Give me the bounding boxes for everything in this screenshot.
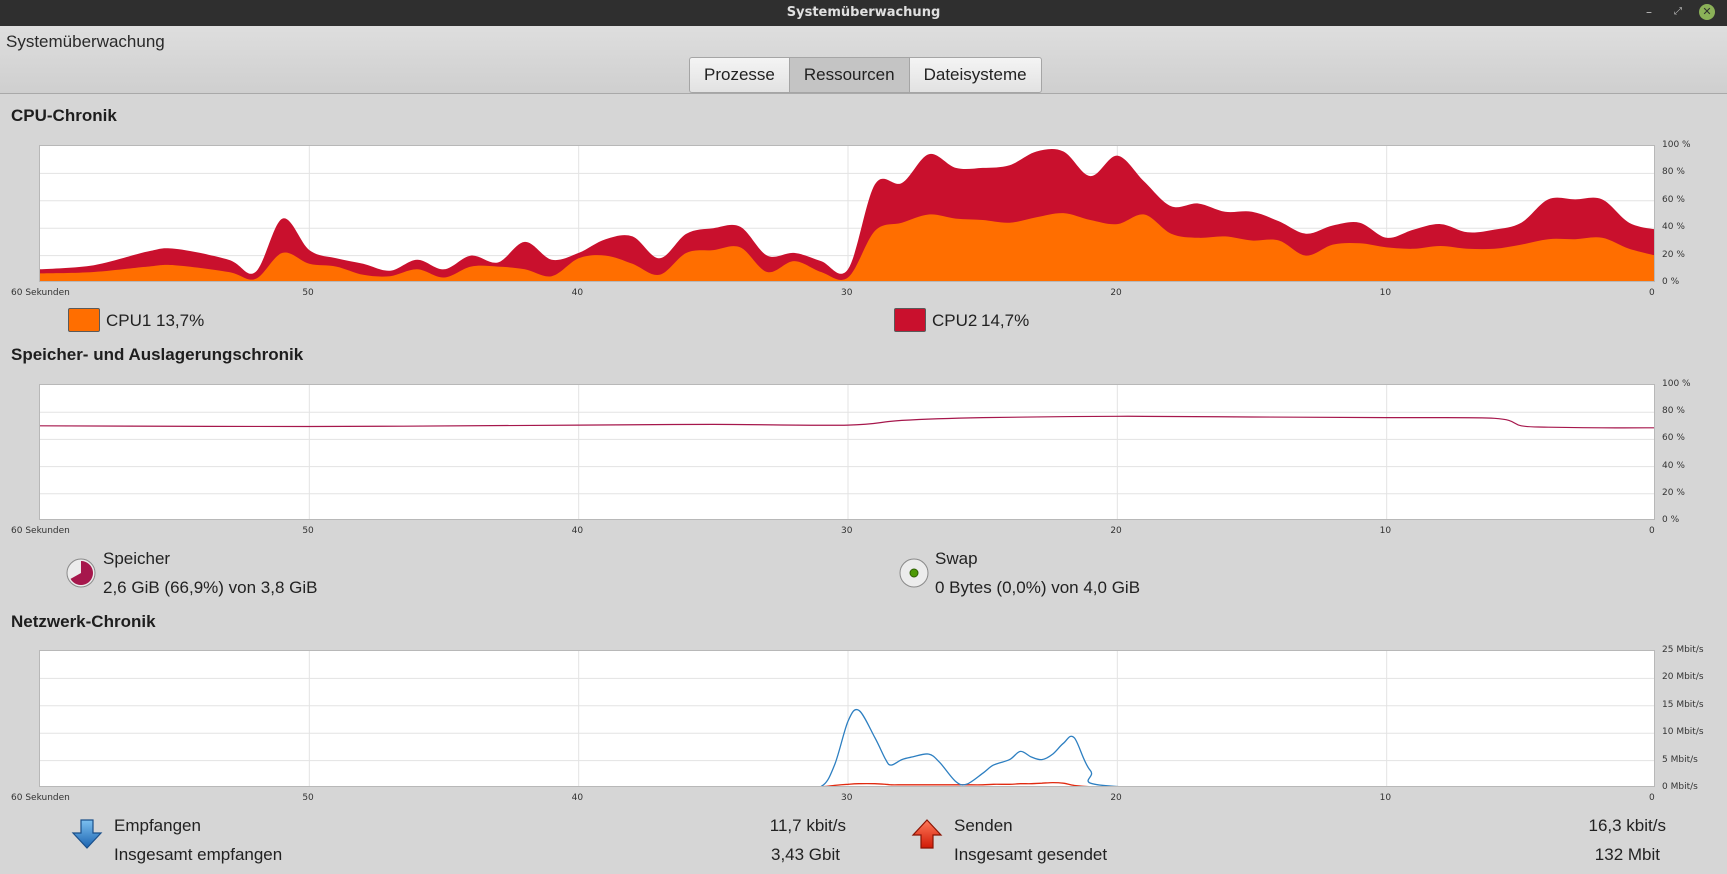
y-tick-label: 80 %: [1662, 406, 1685, 417]
cpu2-color-swatch[interactable]: [894, 308, 926, 332]
cpu-history-graph: [39, 145, 1655, 282]
x-tick-label: 40: [571, 793, 584, 803]
x-tick-label: 30: [841, 288, 853, 298]
y-tick-label: 25 Mbit/s: [1662, 645, 1704, 655]
y-tick-label: 60 %: [1662, 433, 1685, 444]
swap-label: Swap: [935, 549, 978, 568]
x-tick-label: 0: [1649, 288, 1655, 298]
x-tick-label: 20: [1110, 526, 1122, 536]
sent-line-series: [822, 781, 1090, 786]
tab-dateisysteme[interactable]: Dateisysteme: [908, 57, 1042, 93]
x-tick-label: 30: [841, 526, 853, 536]
x-tick-label: 40: [571, 288, 584, 298]
x-tick-label: 50: [302, 526, 314, 536]
received-rate: 11,7 kbit/s: [769, 816, 846, 835]
y-tick-label: 0 %: [1662, 515, 1680, 525]
y-tick-label: 40 %: [1662, 460, 1685, 471]
x-tick-label: 60 Sekunden: [11, 793, 70, 803]
memory-label: Speicher: [103, 549, 171, 568]
total-sent-value: 132 Mbit: [1594, 845, 1660, 864]
x-tick-label: 20: [1110, 288, 1122, 298]
total-received-value: 3,43 Gbit: [771, 845, 840, 864]
x-tick-label: 60 Sekunden: [11, 526, 70, 536]
close-icon[interactable]: ✕: [1699, 4, 1715, 20]
swap-value: 0 Bytes (0,0%) von 4,0 GiB: [935, 578, 1141, 597]
received-line-series: [820, 708, 1121, 786]
x-tick-label: 30: [841, 793, 853, 803]
network-chart-svg: [40, 651, 1654, 786]
x-tick-label: 10: [1379, 526, 1392, 536]
cpu2-value: 14,7%: [981, 311, 1030, 330]
y-tick-label: 15 Mbit/s: [1662, 699, 1704, 710]
memory-value: 2,6 GiB (66,9%) von 3,8 GiB: [103, 578, 318, 597]
window-title: Systemüberwachung: [786, 5, 941, 20]
cpu1-value: 13,7%: [156, 311, 205, 330]
y-tick-label: 0 %: [1662, 277, 1680, 287]
cpu-section-title: CPU-Chronik: [11, 106, 117, 125]
memory-line-series: [40, 415, 1654, 429]
total-received-label: Insgesamt empfangen: [114, 845, 283, 864]
sent-rate: 16,3 kbit/s: [1588, 816, 1667, 835]
y-tick-label: 100 %: [1662, 379, 1691, 389]
y-tick-label: 20 %: [1662, 487, 1685, 498]
y-tick-label: 40 %: [1662, 222, 1685, 233]
sent-label: Senden: [954, 816, 1013, 835]
memory-history-graph: [39, 384, 1655, 520]
y-tick-label: 20 Mbit/s: [1662, 672, 1704, 683]
minimize-icon[interactable]: –: [1646, 5, 1652, 19]
network-section-title: Netzwerk-Chronik: [11, 612, 156, 631]
cpu1-label: CPU1: [106, 311, 152, 330]
cpu1-area-series: [40, 213, 1654, 281]
x-tick-label: 50: [302, 793, 314, 803]
y-tick-label: 20 %: [1662, 249, 1685, 260]
tab-prozesse[interactable]: Prozesse: [689, 57, 789, 93]
tab-bar: Prozesse Ressourcen Dateisysteme: [689, 57, 1042, 93]
x-tick-label: 20: [1110, 793, 1122, 803]
cpu-chart-svg: [40, 146, 1654, 281]
x-tick-label: 40: [571, 526, 584, 536]
cpu2-label: CPU2: [932, 311, 978, 330]
x-tick-label: 50: [302, 288, 314, 298]
x-tick-label: 0: [1649, 793, 1655, 803]
x-tick-label: 10: [1379, 288, 1392, 298]
y-tick-label: 10 Mbit/s: [1662, 727, 1704, 738]
y-tick-label: 80 %: [1662, 167, 1685, 178]
received-label: Empfangen: [114, 816, 201, 835]
upload-arrow-icon: [911, 819, 943, 849]
total-sent-label: Insgesamt gesendet: [954, 845, 1108, 864]
swap-pie-icon[interactable]: [899, 558, 929, 588]
memory-pie-icon[interactable]: [66, 558, 96, 588]
x-tick-label: 0: [1649, 526, 1655, 536]
y-tick-label: 0 Mbit/s: [1662, 782, 1698, 792]
y-tick-label: 60 %: [1662, 194, 1685, 205]
download-arrow-icon: [71, 819, 103, 849]
memory-chart-svg: [40, 385, 1654, 519]
x-tick-label: 60 Sekunden: [11, 288, 70, 298]
maximize-icon[interactable]: ⤢: [1674, 6, 1682, 17]
cpu1-color-swatch[interactable]: [68, 308, 100, 332]
network-history-graph: [39, 650, 1655, 787]
window-titlebar: Systemüberwachung – ⤢ ✕: [0, 0, 1727, 26]
tab-ressourcen[interactable]: Ressourcen: [788, 57, 909, 93]
memory-section-title: Speicher- und Auslagerungschronik: [11, 345, 304, 364]
app-title: Systemüberwachung: [6, 32, 165, 51]
y-tick-label: 100 %: [1662, 140, 1691, 150]
x-tick-label: 10: [1379, 793, 1392, 803]
y-tick-label: 5 Mbit/s: [1662, 754, 1698, 765]
